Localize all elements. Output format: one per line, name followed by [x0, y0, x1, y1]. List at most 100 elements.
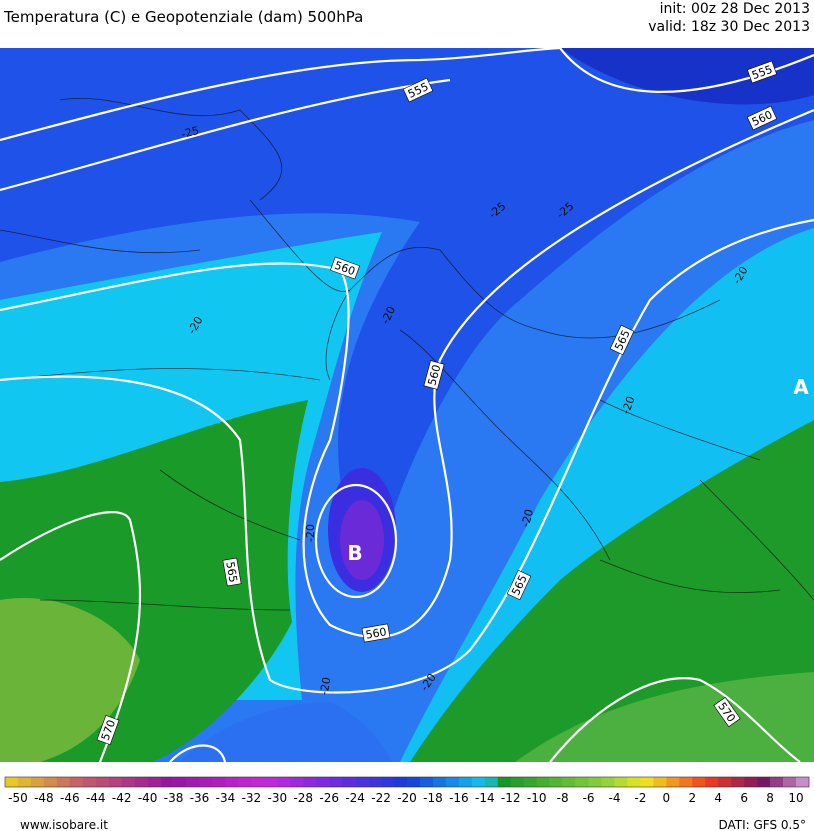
- colorbar-label: -2: [634, 791, 646, 805]
- colorbar-label: -28: [293, 791, 313, 805]
- site: www.isobare.it: [20, 818, 108, 831]
- colorbar-label: -26: [319, 791, 339, 805]
- colorbar-swatch: [381, 777, 395, 787]
- colorbar-swatch: [5, 777, 19, 787]
- contour-label-text: -20: [318, 676, 334, 696]
- contour-label-box: [96, 715, 120, 745]
- colorbar-swatch: [316, 777, 330, 787]
- colorbar-swatch: [653, 777, 667, 787]
- field-green-east: [410, 420, 814, 762]
- colorbar-swatch: [95, 777, 110, 787]
- colorbar-swatch: [432, 777, 447, 787]
- colorbar-frame: [4, 776, 810, 788]
- colorbar-label: 4: [714, 791, 722, 805]
- contour-label: 560: [423, 360, 445, 390]
- colorbar-label: -14: [475, 791, 495, 805]
- contour-label: 565: [222, 557, 242, 587]
- colorbar-swatch: [108, 777, 123, 787]
- colorbar-label: -4: [608, 791, 620, 805]
- colorbar-swatch: [445, 777, 460, 787]
- colorbar-swatch: [770, 777, 784, 787]
- colorbar-label: -6: [583, 791, 595, 805]
- colorbar-label: -30: [268, 791, 288, 805]
- colorbar-swatch: [186, 777, 200, 787]
- colorbar-swatch: [458, 777, 473, 787]
- colorbar-swatch: [355, 777, 369, 787]
- colorbar-swatch: [134, 777, 148, 787]
- colorbar-label: -40: [138, 791, 158, 805]
- colorbar-swatch: [147, 777, 161, 787]
- contour-label: -20: [519, 508, 536, 529]
- colorbar-swatch: [666, 777, 680, 787]
- colorbar-swatch: [497, 777, 512, 787]
- colorbar-swatch: [627, 777, 641, 787]
- contour-label-text: -20: [304, 524, 317, 542]
- colorbar-label: 8: [766, 791, 774, 805]
- contour-label-box: [330, 256, 360, 280]
- contour-label-text: -25: [180, 124, 201, 141]
- contour-label-box: [713, 696, 741, 728]
- colorbar-swatch: [783, 777, 797, 787]
- contour-label: 570: [96, 715, 120, 745]
- colorbar-label: -12: [501, 791, 521, 805]
- init-time: init: 00z 28 Dec 2013: [660, 1, 810, 17]
- colorbar-swatch: [614, 777, 628, 787]
- colorbar-swatch: [510, 777, 525, 787]
- contour-label: -20: [318, 676, 334, 696]
- colorbar-swatch: [56, 777, 71, 787]
- contour-label-text: -20: [619, 395, 637, 416]
- colorbar-swatch: [407, 777, 421, 787]
- contour-label: 560: [361, 623, 391, 643]
- colorbar-label: -8: [557, 791, 569, 805]
- colorbar-swatch: [121, 777, 135, 787]
- colorbar-swatch: [394, 777, 408, 787]
- colorbar-swatch: [303, 777, 317, 787]
- isoline-570: [0, 511, 142, 762]
- contour-label: 560: [746, 105, 778, 131]
- colorbar-label: 0: [663, 791, 671, 805]
- colorbar-swatch: [679, 777, 693, 787]
- isoline-575: [169, 744, 227, 762]
- colorbar-swatch: [640, 777, 654, 787]
- colorbar-label: -48: [34, 791, 54, 805]
- colorbar-label: -34: [216, 791, 236, 805]
- contour-label-box: [506, 569, 532, 601]
- contour-label-box: [609, 324, 635, 356]
- colorbar-label: -24: [345, 791, 365, 805]
- colorbar-swatch: [796, 777, 810, 787]
- colorbar-swatch: [30, 777, 45, 787]
- isoline-low: [314, 483, 398, 599]
- borders: [0, 98, 814, 611]
- colorbar: -50 -48 -46 -44 -42 -40 -38 -36 -34 -32 -30 -28 -26-…: [4, 776, 810, 805]
- isoline-565: [0, 218, 814, 694]
- colorbar-swatch: [329, 777, 343, 787]
- colorbar-label: 10: [788, 791, 803, 805]
- colorbar-swatch: [692, 777, 706, 787]
- contour-label: -25: [180, 124, 201, 141]
- colorbar-swatch: [549, 777, 563, 787]
- contour-label-box: [423, 360, 445, 390]
- field-blue-south: [180, 702, 392, 762]
- colorbar-swatch: [290, 777, 304, 787]
- colorbar-label: -16: [449, 791, 469, 805]
- colorbar-swatch: [173, 777, 187, 787]
- title: Temperatura (C) e Geopotenziale (dam) 50…: [3, 8, 363, 26]
- contour-label-text: -20: [519, 508, 536, 529]
- contour-label: 560: [330, 256, 360, 280]
- colorbar-swatch: [419, 777, 434, 787]
- colorbar-swatch: [277, 777, 291, 787]
- contour-label-box: [361, 623, 391, 643]
- isoline-555: [0, 48, 561, 142]
- valid-time: valid: 18z 30 Dec 2013: [648, 19, 810, 35]
- colorbar-swatch: [731, 777, 745, 787]
- contour-label: -20: [304, 524, 317, 542]
- isoline-560: [0, 108, 814, 639]
- colorbar-swatch: [342, 777, 356, 787]
- colorbar-swatch: [251, 777, 265, 787]
- colorbar-label: 2: [688, 791, 696, 805]
- colorbar-swatch: [368, 777, 382, 787]
- colorbar-swatch: [238, 777, 252, 787]
